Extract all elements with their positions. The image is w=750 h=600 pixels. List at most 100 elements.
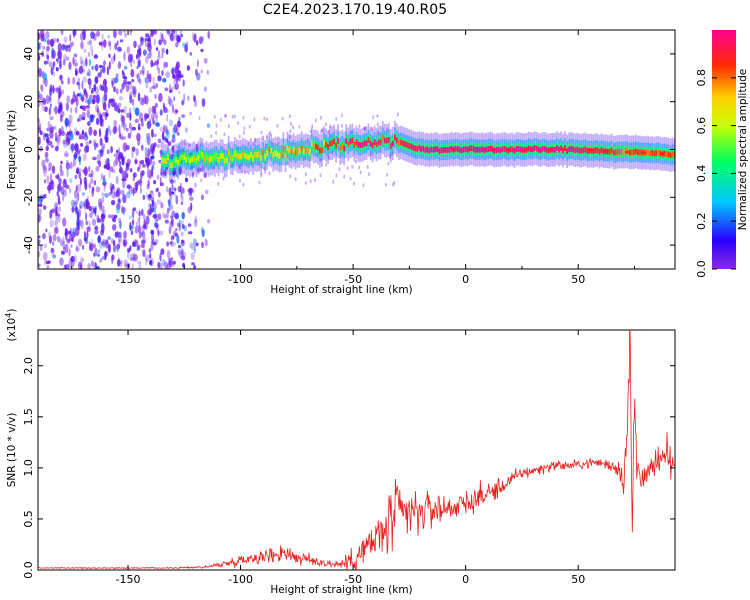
spectrogram-noise-cell [277,136,280,141]
spectrogram-noise-cell [78,65,84,75]
spectrogram-noise-cell [166,113,169,123]
spectrogram-ridge-cell [545,147,548,153]
spectrogram-noise-cell [105,162,111,171]
spectrogram-hotspot [562,148,567,151]
spectrogram-noise-cell [105,134,109,144]
spectrogram-noise-cell [151,85,156,89]
spectrogram-noise-cell [117,46,122,52]
spectrogram-noise-cell [147,43,152,52]
spectrogram-noise-cell [127,184,132,189]
spectrogram-noise-cell [184,177,189,183]
spectrogram-ridge-cell [323,140,325,146]
spectrogram-ridge-cell [215,153,218,160]
spectrogram-ridge-cell [375,141,378,148]
spectrogram-noise-cell [180,239,185,244]
spectrogram-ridge-cell [618,148,621,155]
spectrogram-noise-cell [50,103,52,108]
spectrogram-noise-cell [126,46,131,54]
spectrogram-noise-cell [104,134,108,144]
spectrogram-noise-cell [163,124,166,133]
spectrogram-noise-cell [80,41,84,50]
spectrogram-noise-cell [96,117,100,126]
spectrogram-noise-cell [93,129,97,137]
spectrogram-noise-cell [132,59,136,65]
spectrogram-noise-cell [46,175,50,184]
spectrogram-ridge-cell [608,149,611,155]
spectrogram-noise-cell [338,167,341,172]
spectrogram-noise-cell [163,39,167,46]
spectrogram-ridge-cell [250,152,252,158]
spectrogram-noise-cell [49,235,52,244]
spectrogram-noise-cell [59,238,64,247]
spectrogram-noise-cell [57,172,60,182]
spectrogram-noise-cell [50,144,55,148]
spectrogram-noise-cell [52,254,57,259]
spectrogram-noise-cell [192,171,194,178]
spectrogram-noise-cell [153,120,156,125]
spectrogram-noise-cell [112,224,117,231]
spectrogram-noise-cell [110,146,113,154]
spectrogram-noise-cell [201,164,205,173]
spectrogram-noise-cell [78,171,81,180]
spectrogram-ridge-cell [221,153,224,160]
spectrogram-y-tick-label: -40 [22,236,35,254]
spectrogram-noise-cell [88,243,92,252]
spectrogram-ridge-cell [233,150,236,157]
spectrogram-noise-cell [77,77,80,83]
spectrogram-noise-cell [71,206,75,213]
spectrogram-noise-cell [115,88,119,95]
spectrogram-noise-cell [157,75,162,82]
spectrogram-noise-cell [38,146,43,152]
spectrogram-noise-cell [122,207,127,212]
spectrogram-noise-cell [73,127,78,136]
spectrogram-noise-cell [115,156,119,166]
spectrogram-ridge-cell [195,157,198,164]
spectrogram-noise-cell [49,219,54,228]
spectrogram-noise-cell [49,38,55,48]
spectrogram-noise-cell [117,259,121,267]
spectrogram-noise-cell [95,166,100,172]
spectrogram-noise-cell [95,266,100,269]
spectrogram-noise-cell [152,154,155,160]
spectrogram-noise-cell [171,210,176,218]
spectrogram-noise-cell [82,68,85,73]
spectrogram-ridge-cell [622,149,625,155]
spectrogram-ridge-cell [258,151,260,158]
spectrogram-noise-cell [155,47,159,51]
spectrogram-noise-cell [145,157,149,165]
spectrogram-ridge-cell [236,153,238,159]
spectrogram-noise-cell [81,192,85,196]
snr-y-scale-factor: (x104) [4,309,18,342]
spectrogram-noise-cell [46,143,49,147]
spectrogram-noise-cell [46,138,49,143]
spectrogram-ridge-cell [207,157,210,163]
spectrogram-noise-cell [358,124,361,129]
spectrogram-noise-cell [123,230,127,239]
spectrogram-ridge-cell [450,145,453,152]
spectrogram-noise-cell [91,218,96,226]
spectrogram-noise-cell [126,173,129,179]
spectrogram-ridge-cell [394,134,396,141]
spectrogram-noise-cell [62,178,67,188]
spectrogram-noise-cell [122,194,127,204]
spectrogram-noise-cell [86,226,91,232]
spectrogram-noise-cell [260,137,263,141]
spectrogram-noise-cell [130,186,133,195]
spectrogram-noise-cell [215,131,218,135]
spectrogram-noise-cell [320,129,323,134]
spectrogram-noise-cell [49,172,53,183]
spectrogram-noise-cell [147,52,150,60]
spectrogram-ridge-cell [614,149,617,156]
spectrogram-noise-cell [147,147,151,158]
spectrogram-ridge-cell [428,147,431,154]
spectrogram-noise-cell [57,99,60,105]
spectrogram-ridge-cell [383,137,386,144]
spectrogram-noise-cell [172,260,177,265]
spectrogram-noise-cell [138,44,142,49]
spectrogram-noise-cell [117,61,122,70]
spectrogram-ridge-cell [339,145,342,151]
spectrogram-noise-cell [57,200,61,206]
spectrogram-noise-cell [197,168,199,173]
spectrogram-noise-cell [84,131,88,138]
spectrogram-noise-cell [57,107,60,114]
